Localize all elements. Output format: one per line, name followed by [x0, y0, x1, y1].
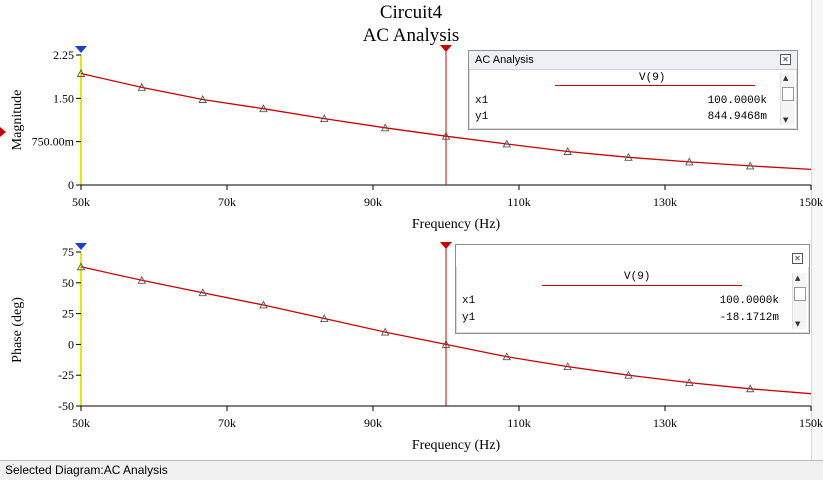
scroll-thumb[interactable] — [794, 287, 806, 301]
selected-diagram-marker-icon — [0, 127, 6, 137]
y-tick-label: 750.00m — [32, 135, 75, 149]
data-point-marker — [685, 157, 694, 166]
cursor-x-value: 100.0000k — [707, 95, 767, 107]
data-point-marker — [320, 314, 329, 322]
data-point-marker — [624, 370, 633, 379]
cursor-x-value: 100.0000k — [719, 295, 779, 307]
x-tick-label: 50k — [72, 195, 90, 209]
data-point-marker — [502, 352, 512, 361]
y-tick-label: -25 — [58, 368, 74, 382]
phase-plot[interactable]: 75 50 25 0 -25 -50 50k 70k 90k 110k 130k 150k Freque… — [10, 242, 823, 453]
status-text: Selected Diagram:AC Analysis — [5, 463, 168, 477]
data-point-marker — [137, 275, 147, 284]
y-tick-label: -50 — [58, 399, 74, 413]
scroll-up-icon[interactable]: ▲ — [783, 74, 789, 82]
data-point-marker — [76, 69, 86, 77]
data-point-marker — [320, 114, 329, 123]
chart-subtitle: AC Analysis — [363, 25, 460, 46]
data-point-marker — [745, 161, 755, 170]
data-point-marker — [259, 104, 268, 113]
cursor-readout-header[interactable]: ✕ — [456, 245, 809, 267]
data-point-marker — [685, 378, 694, 387]
data-point-marker — [137, 82, 147, 91]
x-axis-label: Frequency (Hz) — [412, 438, 501, 453]
cursor-readout-title: AC Analysis — [475, 54, 534, 66]
left-cursor-marker-icon[interactable] — [75, 46, 87, 53]
cursor-y-value: -18.1712m — [719, 312, 779, 324]
x-tick-label: 110k — [507, 416, 531, 430]
cursor-readout-magnitude[interactable]: AC Analysis ✕ V(9) x1 100.0000k y1 844.9… — [468, 50, 798, 130]
status-bar: Selected Diagram:AC Analysis ⋰ — [0, 460, 823, 480]
close-icon[interactable]: ✕ — [792, 253, 803, 264]
y-tick-label: 0 — [68, 178, 74, 192]
close-icon[interactable]: ✕ — [780, 54, 791, 65]
cursor-readout-phase[interactable]: ✕ V(9) x1 100.0000k y1 -18.1712m ▲ ▼ — [455, 244, 810, 334]
cursor-marker-icon[interactable] — [440, 242, 452, 249]
cursor-column-header: V(9) — [639, 72, 666, 84]
y-tick-label: 75 — [62, 245, 74, 259]
x-tick-label: 150k — [799, 416, 823, 430]
y-axis-label: Magnitude — [10, 90, 25, 151]
cursor-y-label: y1 — [462, 312, 476, 324]
x-tick-label: 130k — [653, 195, 677, 209]
x-tick-label: 150k — [799, 195, 823, 209]
y-tick-label: 1.50 — [53, 91, 74, 105]
x-tick-label: 130k — [653, 416, 677, 430]
cursor-y-label: y1 — [475, 111, 489, 123]
cursor-readout-scrollbar[interactable]: ▲ ▼ — [792, 273, 806, 329]
x-tick-label: 50k — [72, 416, 90, 430]
cursor-x-label: x1 — [475, 95, 489, 107]
cursor-y-value: 844.9468m — [707, 111, 767, 123]
trace-color-underline — [555, 85, 755, 86]
x-tick-label: 70k — [218, 195, 236, 209]
magnitude-plot[interactable]: 0 750.00m 1.50 2.25 50k 70k 90k 110k 130k 150k Fre… — [10, 45, 823, 232]
y-tick-label: 50 — [62, 276, 74, 290]
cursor-readout-scrollbar[interactable]: ▲ ▼ — [780, 73, 794, 125]
data-point-marker — [380, 327, 390, 336]
x-tick-label: 110k — [507, 195, 531, 209]
y-tick-label: 25 — [62, 307, 74, 321]
left-cursor-marker-icon[interactable] — [75, 243, 87, 250]
x-tick-label: 90k — [364, 416, 382, 430]
data-point-marker — [745, 384, 755, 393]
data-point-marker — [380, 123, 390, 132]
cursor-column-header: V(9) — [624, 271, 651, 283]
ac-analysis-plot[interactable]: Circuit4 AC Analysis 0 750.00m 1.50 2.25 50k… — [0, 0, 823, 460]
data-point-marker — [563, 362, 572, 371]
scroll-up-icon[interactable]: ▲ — [795, 274, 801, 282]
x-axis-label: Frequency (Hz) — [412, 217, 501, 232]
y-tick-label: 2.25 — [53, 48, 74, 62]
scroll-down-icon[interactable]: ▼ — [795, 320, 801, 328]
resize-grip-icon[interactable]: ⋰ — [5, 463, 15, 474]
trace-color-underline — [542, 285, 742, 286]
y-axis-label: Phase (deg) — [10, 297, 25, 363]
y-tick-label: 0 — [68, 337, 74, 351]
data-point-marker — [259, 300, 268, 309]
data-point-marker — [502, 139, 512, 148]
data-point-marker — [76, 262, 86, 271]
x-tick-label: 70k — [218, 416, 236, 430]
data-point-marker — [198, 95, 207, 103]
data-point-marker — [198, 288, 207, 297]
scroll-thumb[interactable] — [782, 87, 794, 101]
cursor-x-label: x1 — [462, 295, 476, 307]
right-frame-edge — [811, 0, 823, 460]
data-point-marker — [624, 152, 633, 161]
cursor-readout-header[interactable]: AC Analysis ✕ — [469, 51, 797, 70]
chart-title: Circuit4 — [380, 2, 443, 23]
x-tick-label: 90k — [364, 195, 382, 209]
data-point-marker — [563, 147, 572, 155]
cursor-marker-icon[interactable] — [440, 45, 452, 52]
scroll-down-icon[interactable]: ▼ — [783, 116, 789, 124]
